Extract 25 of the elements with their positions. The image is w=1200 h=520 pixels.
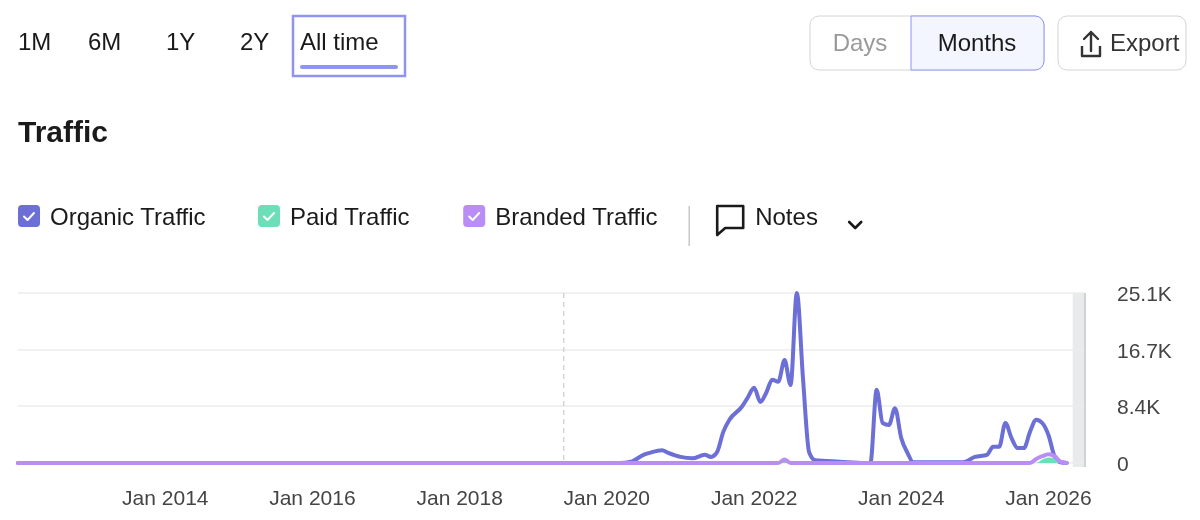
x-tick-label: Jan 2026 xyxy=(1005,486,1092,509)
x-tick-label: Jan 2024 xyxy=(858,486,945,509)
y-tick-label: 25.1K xyxy=(1117,282,1172,305)
y-tick-label: 8.4K xyxy=(1117,395,1161,419)
legend-label: Branded Traffic xyxy=(495,203,658,230)
text: Export xyxy=(1110,29,1180,56)
x-tick-label: Jan 2020 xyxy=(563,486,651,509)
x-tick-label: Jan 2016 xyxy=(269,486,356,509)
text: 2Y xyxy=(240,28,270,55)
text: Months xyxy=(937,29,1017,56)
text: 1M xyxy=(18,28,52,55)
text: All time xyxy=(300,28,379,55)
text: Days xyxy=(832,29,888,56)
line-series xyxy=(16,452,1069,465)
x-tick-label: Jan 2022 xyxy=(710,486,798,509)
text: 6M xyxy=(88,28,122,55)
x-tick-label: Jan 2014 xyxy=(122,486,209,509)
text: 1Y xyxy=(166,28,196,55)
text: Notes xyxy=(755,203,818,230)
chart-title: Traffic xyxy=(18,115,109,148)
legend-label: Organic Traffic xyxy=(50,203,206,230)
x-tick-label: Jan 2018 xyxy=(416,486,503,509)
legend-label: Paid Traffic xyxy=(290,203,410,230)
y-tick-label: 16.7K xyxy=(1117,338,1172,362)
y-tick-label: 0 xyxy=(1117,452,1129,475)
